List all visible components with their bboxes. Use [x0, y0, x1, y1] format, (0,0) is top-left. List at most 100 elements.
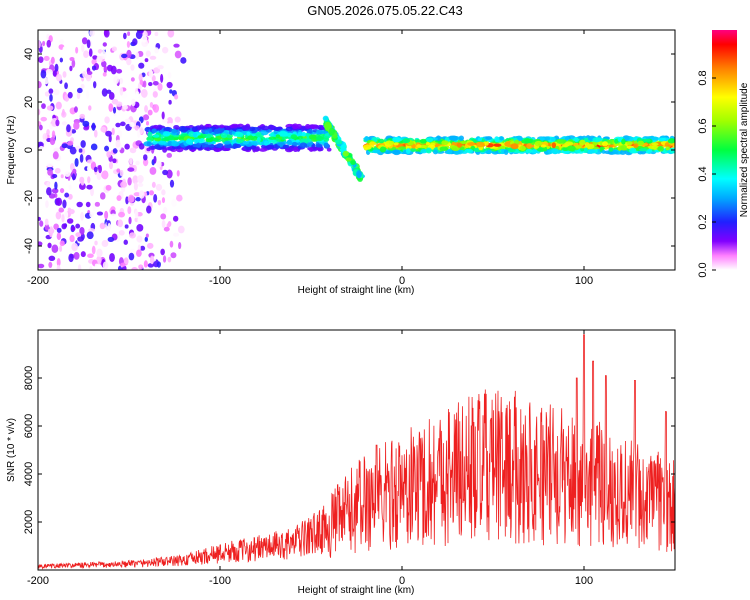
spectrogram-cell — [510, 143, 519, 150]
spectrogram-cell — [154, 31, 159, 37]
spectrogram-cell — [102, 261, 109, 270]
spectrogram-cell — [56, 264, 61, 270]
spectrogram-cell — [494, 136, 500, 143]
spectrogram-cell — [106, 64, 113, 72]
spectrogram-cell — [178, 242, 182, 250]
spectrogram-cell — [86, 39, 91, 49]
spectrogram-cell — [579, 136, 584, 140]
spectrogram-cell — [242, 124, 251, 131]
spectrogram-cell — [172, 215, 179, 222]
spectrogram-cell — [41, 103, 46, 110]
spectrogram-cell — [101, 60, 107, 68]
spectrogram-cell — [425, 147, 432, 154]
spectrogram-cell — [97, 165, 101, 170]
spectrogram-cell — [82, 120, 90, 127]
spectrogram-cell — [258, 148, 268, 152]
spectrogram-cell — [299, 142, 308, 148]
spectrogram-cell — [40, 69, 47, 79]
spectrogram-cell — [135, 52, 140, 60]
spectrogram-cell — [147, 263, 155, 268]
spectrogram-cell — [128, 252, 135, 261]
spectrogram-cell — [64, 257, 68, 266]
spectrogram-cell — [112, 148, 118, 154]
spectrogram-cell — [350, 160, 356, 166]
spectrogram-cell — [171, 145, 179, 150]
spectrogram-cell — [328, 127, 335, 136]
spectrogram-cell — [89, 265, 93, 270]
spectrogram-cell — [301, 131, 306, 137]
spectrogram-cell — [99, 192, 106, 200]
spectrogram-cell — [145, 120, 150, 126]
spectrogram-cell — [292, 146, 299, 153]
spectrogram-cell — [147, 131, 153, 138]
spectrogram-cell — [268, 136, 277, 140]
spectrogram-cell — [42, 266, 48, 270]
spectrogram-cell — [486, 149, 493, 154]
spectrogram-cell — [130, 64, 135, 71]
spectrogram-cell — [144, 105, 148, 113]
spectrogram-cell — [234, 132, 244, 138]
spectrogram-cell — [38, 241, 43, 246]
spectrogram-cell — [173, 43, 180, 48]
spectrogram-cell — [94, 201, 100, 207]
spectrogram-cell — [156, 160, 162, 168]
spectrogram-cell — [176, 194, 183, 202]
spectrogram-cell — [181, 127, 188, 133]
spectrogram-cell — [143, 154, 148, 161]
spectrogram-cell — [614, 138, 619, 144]
snr-frame — [37, 329, 676, 571]
spectrogram-cell — [87, 176, 91, 184]
spectrogram-cell — [53, 223, 59, 230]
spectrogram-cell — [620, 144, 628, 151]
spectrogram-cell — [124, 257, 129, 265]
spectrogram-cell — [74, 157, 79, 167]
spectrogram-cell — [92, 55, 98, 60]
spectrogram-cell — [139, 245, 146, 251]
spectrogram-cell — [161, 189, 166, 196]
snr-x-label: Height of straight line (km) — [298, 585, 415, 596]
spectrogram-cell — [56, 227, 62, 233]
spectrogram-cell — [42, 133, 48, 141]
spectrogram-cell — [119, 77, 124, 85]
spectrogram-cell — [78, 182, 86, 190]
spectrogram-cell — [76, 201, 83, 208]
spectrogram-cell — [81, 44, 85, 53]
spectrogram-cell — [111, 46, 117, 52]
spectrogram-cell — [51, 130, 56, 140]
spectrogram-cell — [261, 125, 270, 131]
spectrogram-cell — [564, 136, 570, 141]
spectrogram-cell — [127, 167, 135, 172]
colorbar-ticks: 0.0 0.2 0.4 0.6 0.8 — [697, 70, 716, 278]
spectrogram-cell — [439, 146, 449, 152]
spectrogram-cell — [64, 171, 71, 177]
spectrogram-cell — [162, 46, 169, 54]
spectrogram-cell — [61, 143, 68, 149]
spectrogram-cell — [476, 141, 485, 148]
spectrogram-cell — [75, 232, 82, 238]
spectrogram-cell — [144, 58, 149, 63]
spectrogram-cell — [137, 175, 144, 184]
spectrogram-cell — [52, 151, 59, 160]
spectrogram-cell — [201, 143, 209, 148]
spectrogram-cell — [236, 138, 245, 143]
spectrogram-cell — [156, 261, 161, 268]
spectrogram-cell — [91, 122, 96, 131]
spectrogram-cell — [420, 148, 428, 154]
spectrogram-cell — [120, 262, 126, 267]
colorbar-tick-label: 0.0 — [697, 262, 709, 277]
spectrogram-cell — [171, 141, 180, 147]
spectrogram-cell — [96, 211, 104, 216]
colorbar: 0.0 0.2 0.4 0.6 0.8 Normalized spectral ampl… — [697, 30, 750, 278]
spectrogram-cell — [67, 140, 74, 146]
spectrogram-cell — [599, 146, 605, 151]
spectrogram-cell — [107, 222, 111, 232]
spectrogram-cell — [499, 136, 504, 141]
spectrogram-cell — [157, 140, 167, 145]
spectrogram-cell — [126, 49, 132, 59]
snr-y-tick-label: 8000 — [23, 366, 35, 390]
spectrogram-cell — [441, 140, 449, 146]
spectrogram-cell — [46, 181, 51, 189]
spectrogram-cell — [59, 245, 63, 252]
spectrogram-cell — [91, 245, 96, 255]
